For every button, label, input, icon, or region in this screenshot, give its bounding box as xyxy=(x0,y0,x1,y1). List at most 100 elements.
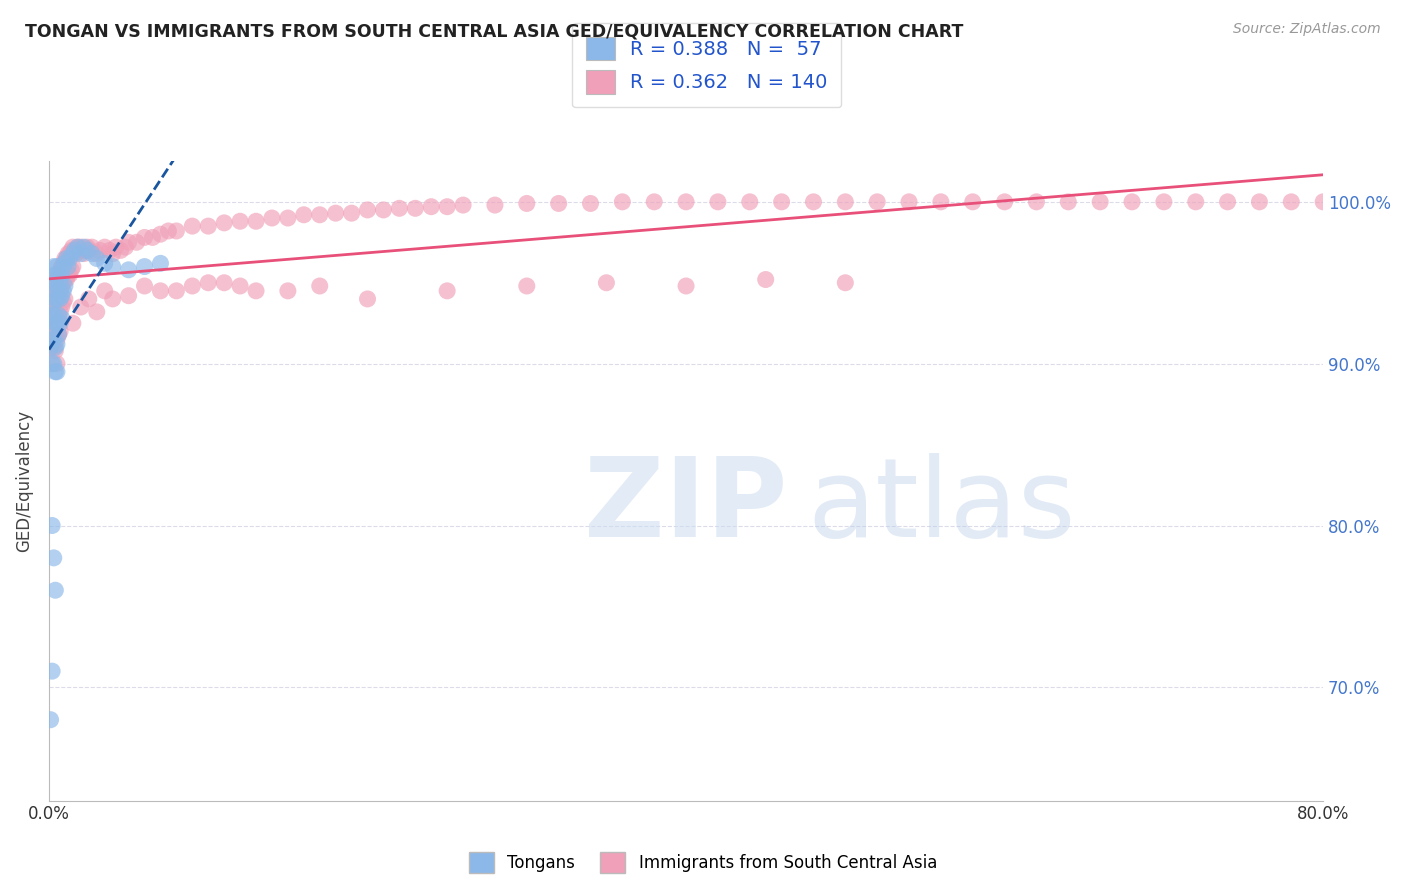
Point xyxy=(51,311,73,326)
Point xyxy=(325,206,347,220)
Point xyxy=(181,219,204,233)
Point xyxy=(994,194,1017,209)
Point xyxy=(98,244,121,258)
Point xyxy=(41,664,63,678)
Point xyxy=(612,194,634,209)
Point xyxy=(157,224,180,238)
Point xyxy=(738,194,761,209)
Point xyxy=(101,292,124,306)
Point xyxy=(340,206,363,220)
Point xyxy=(356,202,378,217)
Point xyxy=(62,260,84,274)
Point xyxy=(42,550,65,565)
Point xyxy=(45,365,67,379)
Point xyxy=(308,279,330,293)
Point xyxy=(1121,194,1143,209)
Point xyxy=(44,268,66,282)
Point xyxy=(59,268,82,282)
Point xyxy=(197,276,219,290)
Point xyxy=(62,316,84,330)
Point xyxy=(51,279,73,293)
Point xyxy=(834,276,856,290)
Point xyxy=(45,357,67,371)
Point xyxy=(49,284,72,298)
Point xyxy=(245,214,267,228)
Point xyxy=(42,316,65,330)
Point xyxy=(56,246,79,260)
Point xyxy=(93,284,115,298)
Point xyxy=(51,300,73,314)
Point xyxy=(51,268,73,282)
Point xyxy=(101,260,124,274)
Point xyxy=(48,308,70,322)
Point xyxy=(229,279,252,293)
Point xyxy=(420,200,443,214)
Point xyxy=(484,198,506,212)
Point xyxy=(53,272,76,286)
Point xyxy=(44,316,66,330)
Point xyxy=(675,279,697,293)
Point xyxy=(59,252,82,266)
Point xyxy=(93,240,115,254)
Point xyxy=(67,244,90,258)
Point xyxy=(66,240,89,254)
Point xyxy=(373,202,395,217)
Point xyxy=(41,284,63,298)
Point xyxy=(48,327,70,342)
Point xyxy=(56,260,79,274)
Point xyxy=(451,198,474,212)
Point xyxy=(69,300,91,314)
Point xyxy=(44,341,66,355)
Point xyxy=(52,284,75,298)
Point xyxy=(436,200,458,214)
Point xyxy=(212,276,235,290)
Point xyxy=(149,256,172,270)
Point xyxy=(77,292,100,306)
Point xyxy=(86,305,108,319)
Point xyxy=(165,284,187,298)
Point xyxy=(39,341,62,355)
Point xyxy=(72,244,94,258)
Point xyxy=(52,276,75,290)
Point xyxy=(134,230,156,244)
Point xyxy=(547,196,569,211)
Point xyxy=(39,308,62,322)
Point xyxy=(181,279,204,293)
Point xyxy=(76,240,98,254)
Point xyxy=(929,194,952,209)
Point xyxy=(707,194,730,209)
Y-axis label: GED/Equivalency: GED/Equivalency xyxy=(15,410,32,552)
Point xyxy=(1153,194,1175,209)
Point xyxy=(117,262,139,277)
Point xyxy=(277,211,299,225)
Point xyxy=(803,194,825,209)
Point xyxy=(56,268,79,282)
Point xyxy=(125,235,148,250)
Point xyxy=(49,292,72,306)
Point xyxy=(436,284,458,298)
Point xyxy=(65,246,87,260)
Point xyxy=(66,240,89,254)
Point xyxy=(42,276,65,290)
Point xyxy=(42,357,65,371)
Point xyxy=(1025,194,1047,209)
Point xyxy=(44,583,66,598)
Point xyxy=(49,305,72,319)
Point xyxy=(134,260,156,274)
Point xyxy=(59,246,82,260)
Point xyxy=(45,311,67,326)
Point xyxy=(1088,194,1111,209)
Point xyxy=(579,196,602,211)
Point xyxy=(41,324,63,338)
Point xyxy=(51,260,73,274)
Text: TONGAN VS IMMIGRANTS FROM SOUTH CENTRAL ASIA GED/EQUIVALENCY CORRELATION CHART: TONGAN VS IMMIGRANTS FROM SOUTH CENTRAL … xyxy=(25,22,963,40)
Point xyxy=(63,244,86,258)
Point xyxy=(117,289,139,303)
Point xyxy=(197,219,219,233)
Point xyxy=(388,202,411,216)
Point xyxy=(45,292,67,306)
Legend: Tongans, Immigrants from South Central Asia: Tongans, Immigrants from South Central A… xyxy=(463,846,943,880)
Point xyxy=(48,284,70,298)
Point xyxy=(93,256,115,270)
Point xyxy=(1216,194,1239,209)
